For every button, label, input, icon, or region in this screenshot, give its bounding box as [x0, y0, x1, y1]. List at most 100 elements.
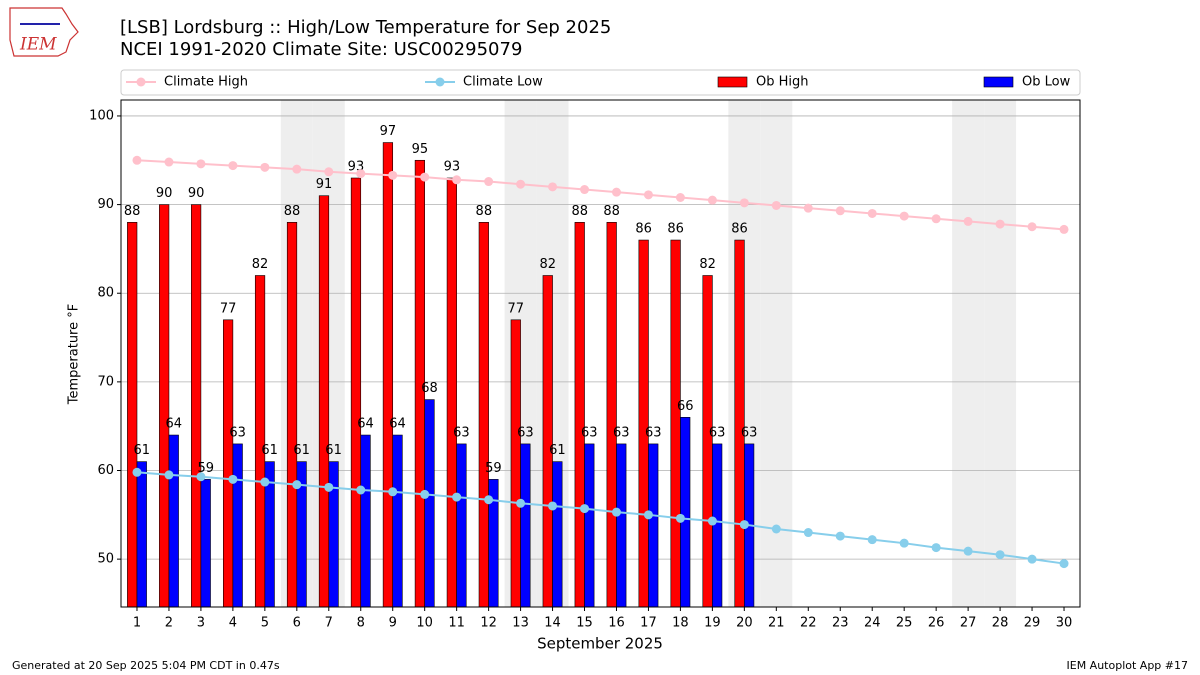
marker	[867, 208, 877, 218]
marker	[899, 538, 909, 548]
bar	[542, 275, 553, 608]
x-tick-label: 14	[544, 616, 561, 631]
bar	[616, 443, 627, 608]
marker	[1059, 224, 1069, 234]
data-label: 63	[453, 425, 470, 440]
marker	[643, 510, 653, 520]
marker	[228, 474, 238, 484]
marker	[260, 477, 270, 487]
marker	[260, 162, 270, 172]
data-label: 82	[539, 257, 556, 272]
data-label: 77	[508, 301, 525, 316]
x-tick-label: 19	[704, 616, 721, 631]
bar	[520, 443, 531, 608]
bar	[392, 434, 403, 608]
data-label: 63	[741, 425, 758, 440]
bar	[127, 222, 138, 608]
footer-right: IEM Autoplot App #17	[1067, 659, 1189, 672]
marker	[931, 543, 941, 553]
legend-label: Ob Low	[1022, 75, 1071, 90]
x-tick-label: 27	[960, 616, 977, 631]
marker	[132, 155, 142, 165]
x-tick-label: 26	[928, 616, 945, 631]
data-label: 88	[284, 204, 301, 219]
x-tick-label: 9	[389, 616, 397, 631]
marker	[580, 185, 590, 195]
marker	[516, 179, 526, 189]
bar	[318, 195, 330, 608]
x-tick-label: 15	[576, 616, 593, 631]
bar	[510, 319, 521, 608]
x-tick-label: 20	[736, 616, 753, 631]
marker	[1059, 559, 1069, 569]
x-tick-label: 12	[480, 616, 497, 631]
logo-text: IEM	[19, 35, 57, 55]
marker	[420, 172, 430, 182]
data-label: 61	[325, 443, 342, 458]
bar	[382, 142, 394, 608]
marker	[452, 492, 462, 502]
data-label: 59	[485, 461, 502, 476]
marker	[643, 190, 653, 200]
marker	[196, 472, 206, 482]
x-axis-label: September 2025	[537, 635, 663, 653]
bar	[734, 239, 745, 608]
x-tick-label: 13	[512, 616, 529, 631]
marker	[963, 546, 973, 556]
x-tick-label: 17	[640, 616, 657, 631]
bar	[360, 434, 371, 608]
marker	[452, 175, 462, 185]
data-label: 63	[517, 425, 534, 440]
line	[136, 159, 1065, 231]
x-tick-label: 10	[416, 616, 433, 631]
weekend-shade	[984, 100, 1017, 607]
legend-box	[120, 69, 1081, 96]
bar	[191, 204, 202, 608]
line	[136, 471, 1065, 565]
data-label: 88	[571, 204, 588, 219]
marker	[739, 198, 749, 208]
marker	[707, 516, 717, 526]
data-label: 61	[134, 443, 151, 458]
data-label: 66	[677, 399, 694, 414]
data-label: 97	[380, 124, 397, 139]
x-tick-label: 11	[448, 616, 465, 631]
data-label: 86	[731, 222, 748, 237]
x-tick-label: 18	[672, 616, 689, 631]
marker	[899, 211, 909, 221]
y-tick-label: 50	[97, 552, 114, 567]
bar	[670, 239, 681, 608]
data-label: 88	[603, 204, 620, 219]
marker	[611, 507, 621, 517]
marker	[388, 487, 398, 497]
bar	[159, 204, 170, 608]
data-label: 61	[549, 443, 566, 458]
x-tick-label: 24	[864, 616, 881, 631]
marker	[228, 161, 238, 171]
data-label: 64	[389, 417, 406, 432]
x-tick-label: 21	[768, 616, 785, 631]
marker	[516, 498, 526, 508]
weekend-shade	[952, 100, 985, 607]
x-tick-label: 30	[1056, 616, 1073, 631]
data-label: 82	[252, 257, 269, 272]
x-tick-label: 2	[165, 616, 173, 631]
marker	[196, 159, 206, 169]
marker	[675, 513, 685, 523]
marker	[835, 206, 845, 216]
data-label: 59	[197, 461, 214, 476]
marker	[739, 520, 749, 530]
marker	[1027, 554, 1037, 564]
bar	[424, 399, 435, 608]
bar	[680, 417, 691, 608]
bar	[574, 222, 585, 608]
legend-marker	[435, 77, 445, 87]
bar	[702, 275, 713, 608]
chart-subtitle: NCEI 1991-2020 Climate Site: USC00295079	[120, 39, 522, 60]
marker	[995, 550, 1005, 560]
marker	[164, 157, 174, 167]
x-tick-label: 4	[229, 616, 237, 631]
x-tick-label: 29	[1024, 616, 1041, 631]
marker	[356, 485, 366, 495]
